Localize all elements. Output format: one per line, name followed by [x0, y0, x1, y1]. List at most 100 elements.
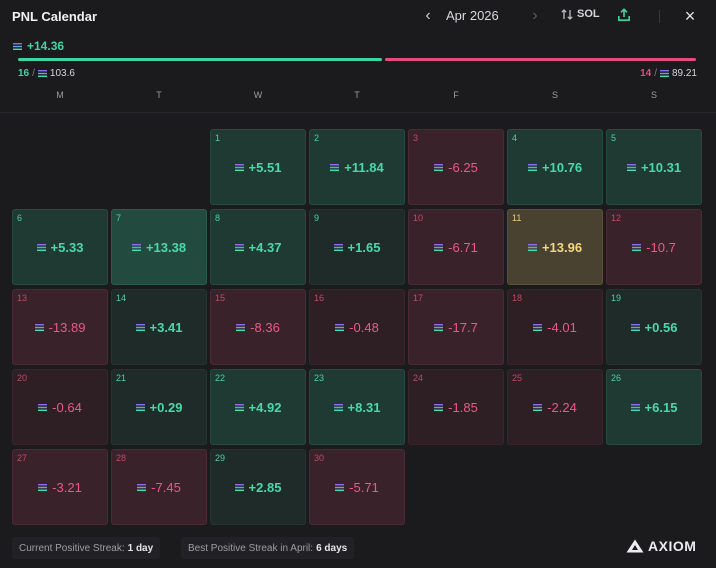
day-pnl: -1.85: [409, 400, 503, 415]
day-number: 1: [215, 133, 221, 143]
day-number: 16: [314, 293, 325, 303]
day-number: 7: [116, 213, 122, 223]
negative-summary: 14 / 89.21: [640, 68, 697, 79]
sol-icon: [533, 404, 543, 411]
day-cell[interactable]: 19 +0.56: [606, 289, 702, 365]
day-cell[interactable]: 23 +8.31: [309, 369, 405, 445]
day-cell[interactable]: 22 +4.92: [210, 369, 306, 445]
day-pnl-value: -17.7: [448, 320, 478, 335]
day-number: 13: [17, 293, 28, 303]
currency-toggle-button[interactable]: SOL: [561, 8, 600, 20]
day-cell[interactable]: 14 +3.41: [111, 289, 207, 365]
sol-icon: [335, 484, 345, 491]
day-cell[interactable]: 9 +1.65: [309, 209, 405, 285]
prev-month-button[interactable]: ‹: [420, 6, 436, 26]
day-cell[interactable]: 28 -7.45: [111, 449, 207, 525]
day-pnl: +8.31: [310, 400, 404, 415]
day-pnl-value: +1.65: [347, 240, 381, 255]
sol-icon: [335, 324, 345, 331]
day-pnl: +13.38: [112, 240, 206, 255]
weekday-header: M T W T F S S: [12, 90, 702, 102]
day-cell[interactable]: 5 +10.31: [606, 129, 702, 205]
currency-label: SOL: [577, 8, 600, 20]
header-divider: [659, 10, 660, 23]
day-pnl-value: +0.29: [149, 400, 183, 415]
sol-icon: [659, 70, 669, 77]
day-cell[interactable]: 20 -0.64: [12, 369, 108, 445]
day-pnl: +11.84: [310, 160, 404, 175]
day-number: 27: [17, 453, 28, 463]
day-pnl: -17.7: [409, 320, 503, 335]
day-pnl-value: +10.76: [541, 160, 583, 175]
sort-arrows-icon: [561, 8, 573, 20]
day-pnl: +2.85: [211, 480, 305, 495]
sol-icon: [333, 244, 343, 251]
day-number: 4: [512, 133, 518, 143]
day-cell[interactable]: 11 +13.96: [507, 209, 603, 285]
day-cell[interactable]: 29 +2.85: [210, 449, 306, 525]
day-cell[interactable]: 18 -4.01: [507, 289, 603, 365]
day-cell[interactable]: 7 +13.38: [111, 209, 207, 285]
day-pnl-value: +3.41: [149, 320, 183, 335]
day-cell[interactable]: 21 +0.29: [111, 369, 207, 445]
day-cell[interactable]: 8 +4.37: [210, 209, 306, 285]
day-number: 12: [611, 213, 622, 223]
day-number: 11: [512, 213, 522, 223]
day-pnl: -8.36: [211, 320, 305, 335]
day-pnl-value: +11.84: [344, 160, 384, 175]
weekday-label: S: [551, 90, 558, 100]
sol-icon: [135, 324, 145, 331]
header-divider: [0, 112, 716, 113]
day-pnl: -10.7: [607, 240, 701, 255]
day-pnl: +3.41: [112, 320, 206, 335]
day-cell[interactable]: 1 +5.51: [210, 129, 306, 205]
day-pnl-value: -13.89: [48, 320, 86, 335]
sol-icon: [630, 404, 640, 411]
day-pnl-value: -0.48: [349, 320, 379, 335]
day-cell[interactable]: 26 +6.15: [606, 369, 702, 445]
day-pnl-value: +4.37: [248, 240, 282, 255]
day-pnl-value: -5.71: [349, 480, 379, 495]
day-number: 17: [413, 293, 424, 303]
day-cell[interactable]: 24 -1.85: [408, 369, 504, 445]
day-cell[interactable]: 17 -17.7: [408, 289, 504, 365]
next-month-button[interactable]: ›: [527, 6, 543, 26]
sol-icon: [36, 244, 46, 251]
day-pnl: -2.24: [508, 400, 602, 415]
day-cell[interactable]: 30 -5.71: [309, 449, 405, 525]
day-number: 26: [611, 373, 622, 383]
day-cell[interactable]: 13 -13.89: [12, 289, 108, 365]
day-cell[interactable]: 10 -6.71: [408, 209, 504, 285]
day-cell[interactable]: 3 -6.25: [408, 129, 504, 205]
day-number: 22: [215, 373, 226, 383]
day-cell[interactable]: 4 +10.76: [507, 129, 603, 205]
sol-icon: [330, 164, 340, 171]
sol-icon: [234, 244, 244, 251]
day-pnl: -5.71: [310, 480, 404, 495]
day-number: 2: [314, 133, 320, 143]
day-cell[interactable]: 12 -10.7: [606, 209, 702, 285]
positive-days-count: 16: [18, 68, 30, 79]
day-pnl-value: +5.33: [50, 240, 84, 255]
day-cell[interactable]: 2 +11.84: [309, 129, 405, 205]
share-button[interactable]: [617, 8, 633, 24]
day-pnl: +5.51: [211, 160, 305, 175]
day-cell[interactable]: 6 +5.33: [12, 209, 108, 285]
day-pnl: +10.31: [607, 160, 701, 175]
close-button[interactable]: ×: [681, 6, 699, 26]
sol-icon: [234, 484, 244, 491]
day-cell[interactable]: 15 -8.36: [210, 289, 306, 365]
day-number: 24: [413, 373, 424, 383]
day-cell[interactable]: 16 -0.48: [309, 289, 405, 365]
day-pnl: +4.37: [211, 240, 305, 255]
day-pnl-value: -10.7: [646, 240, 676, 255]
day-pnl-value: -6.71: [448, 240, 478, 255]
positive-amount: 103.6: [49, 68, 75, 79]
day-cell[interactable]: 25 -2.24: [507, 369, 603, 445]
day-cell[interactable]: 27 -3.21: [12, 449, 108, 525]
sol-icon: [434, 164, 444, 171]
brand-name: AXIOM: [648, 538, 697, 554]
day-pnl: +6.15: [607, 400, 701, 415]
day-pnl: +13.96: [508, 240, 602, 255]
sol-icon: [13, 42, 22, 50]
